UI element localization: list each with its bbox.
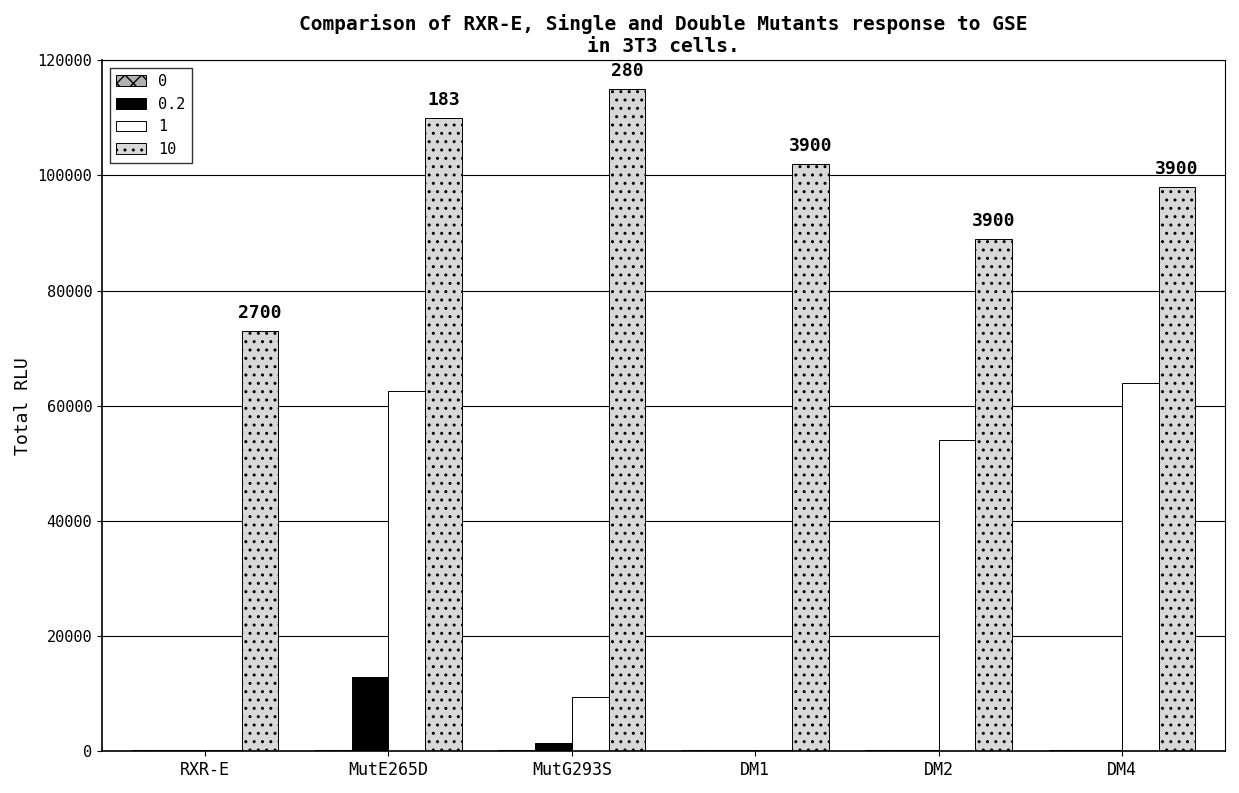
Bar — [1158, 187, 1196, 752]
Text: 2700: 2700 — [238, 305, 281, 322]
Bar — [352, 676, 389, 752]
Bar — [939, 440, 975, 752]
Text: 3900: 3900 — [971, 213, 1015, 230]
Bar — [206, 750, 242, 752]
Text: 183: 183 — [427, 91, 460, 109]
Bar — [608, 89, 646, 752]
Bar — [535, 743, 572, 752]
Title: Comparison of RXR-E, Single and Double Mutants response to GSE
in 3T3 cells.: Comparison of RXR-E, Single and Double M… — [300, 14, 1028, 56]
Bar — [681, 750, 719, 752]
Bar — [389, 392, 425, 752]
Bar — [792, 164, 829, 752]
Bar — [131, 750, 169, 752]
Text: 280: 280 — [611, 63, 643, 80]
Bar — [1085, 750, 1123, 752]
Bar — [756, 750, 792, 752]
Bar — [719, 750, 756, 752]
Legend: 0, 0.2, 1, 10: 0, 0.2, 1, 10 — [109, 68, 192, 163]
Text: 3900: 3900 — [788, 137, 831, 155]
Bar — [902, 750, 939, 752]
Y-axis label: Total RLU: Total RLU — [14, 357, 32, 454]
Bar — [975, 239, 1012, 752]
Bar — [242, 331, 279, 752]
Bar — [865, 750, 902, 752]
Bar — [315, 750, 352, 752]
Bar — [425, 118, 462, 752]
Bar — [498, 750, 535, 752]
Bar — [1123, 383, 1158, 752]
Bar — [572, 697, 608, 752]
Bar — [1048, 750, 1085, 752]
Text: 3900: 3900 — [1155, 160, 1198, 178]
Bar — [169, 750, 206, 752]
